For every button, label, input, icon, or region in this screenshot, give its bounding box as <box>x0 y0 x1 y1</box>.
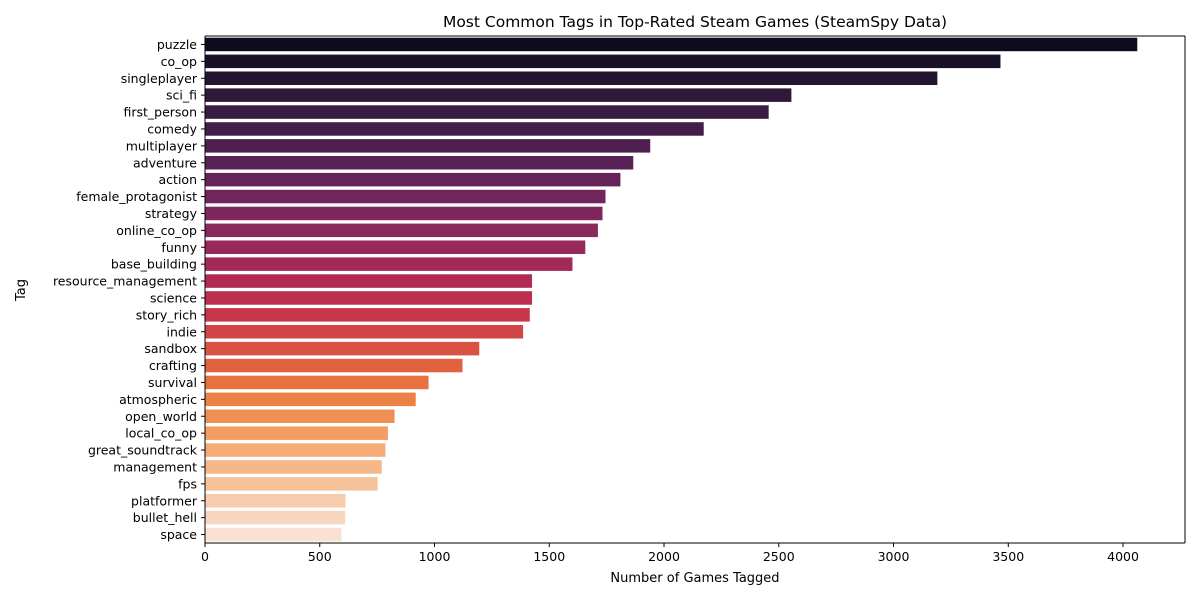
y-tick-label: first_person <box>123 105 197 120</box>
bar-base-building <box>205 257 573 271</box>
bar-indie <box>205 324 524 339</box>
y-tick-labels: puzzle co_op singleplayer sci_fi first_perso… <box>53 37 205 542</box>
y-tick-label: open_world <box>125 409 197 424</box>
bar-bullet-hell <box>205 510 346 525</box>
bar-adventure <box>205 155 634 170</box>
x-tick-label: 2500 <box>763 549 795 564</box>
y-tick-label: indie <box>167 324 198 339</box>
y-tick-label: platformer <box>131 493 198 508</box>
y-tick-label: atmospheric <box>119 392 197 407</box>
y-tick-label: sci_fi <box>166 88 197 103</box>
y-tick-label: funny <box>161 240 197 255</box>
y-tick-label: crafting <box>149 358 197 373</box>
bar-online-co-op <box>205 223 598 238</box>
x-tick-label: 2000 <box>648 549 680 564</box>
x-tick-label: 500 <box>308 549 332 564</box>
bar-co-op <box>205 54 1001 69</box>
x-tick-label: 4000 <box>1107 549 1139 564</box>
bar-action <box>205 172 621 187</box>
y-tick-label: multiplayer <box>126 138 198 153</box>
y-tick-label: base_building <box>111 257 197 272</box>
x-tick-label: 1000 <box>419 549 451 564</box>
bar-female-protagonist <box>205 189 606 204</box>
bar-platformer <box>205 493 346 508</box>
x-tick-label: 3500 <box>992 549 1024 564</box>
y-axis-title: Tag <box>14 279 29 302</box>
bar-open-world <box>205 409 395 424</box>
bar-great-soundtrack <box>205 443 386 457</box>
bar-sci-fi <box>205 88 792 102</box>
bar-resource-management <box>205 274 533 288</box>
bar-fps <box>205 477 378 491</box>
bars-layer <box>205 37 1138 542</box>
y-tick-label: resource_management <box>53 274 197 289</box>
bar-strategy <box>205 206 603 221</box>
y-tick-label: great_soundtrack <box>88 443 198 458</box>
bar-story-rich <box>205 308 530 322</box>
y-tick-label: story_rich <box>136 307 197 322</box>
y-tick-label: female_protagonist <box>76 189 197 204</box>
y-tick-label: management <box>113 459 197 474</box>
y-tick-label: comedy <box>147 121 197 136</box>
y-tick-label: puzzle <box>157 37 197 52</box>
y-tick-label: survival <box>148 375 197 390</box>
y-tick-label: local_co_op <box>125 426 197 441</box>
y-tick-label: sandbox <box>144 341 197 356</box>
x-axis-title: Number of Games Tagged <box>610 571 779 586</box>
x-tick-label: 1500 <box>533 549 565 564</box>
bar-space <box>205 527 342 542</box>
y-tick-label: fps <box>178 476 197 491</box>
y-tick-label: co_op <box>161 54 197 69</box>
x-tick-label: 3000 <box>878 549 910 564</box>
bar-singleplayer <box>205 71 938 86</box>
y-tick-label: bullet_hell <box>133 510 197 525</box>
bar-funny <box>205 240 586 255</box>
bar-first-person <box>205 105 769 119</box>
x-tick-label: 0 <box>201 549 209 564</box>
chart-title: Most Common Tags in Top-Rated Steam Game… <box>443 13 947 31</box>
bar-puzzle <box>205 37 1138 52</box>
bar-multiplayer <box>205 139 651 153</box>
y-tick-label: action <box>159 172 197 187</box>
bar-comedy <box>205 122 704 136</box>
bar-survival <box>205 375 429 390</box>
y-tick-label: singleplayer <box>121 71 198 86</box>
bar-management <box>205 460 382 474</box>
y-tick-label: online_co_op <box>116 223 197 238</box>
bar-atmospheric <box>205 392 416 407</box>
bar-science <box>205 291 533 305</box>
y-tick-label: science <box>150 290 197 305</box>
y-tick-label: adventure <box>133 155 197 170</box>
bar-sandbox <box>205 341 480 356</box>
bar-local-co-op <box>205 426 388 440</box>
x-tick-labels: 0 500 1000 1500 2000 2500 3000 3500 4000 <box>201 543 1139 564</box>
y-tick-label: strategy <box>145 206 198 221</box>
y-tick-label: space <box>160 527 197 542</box>
bar-crafting <box>205 358 463 373</box>
